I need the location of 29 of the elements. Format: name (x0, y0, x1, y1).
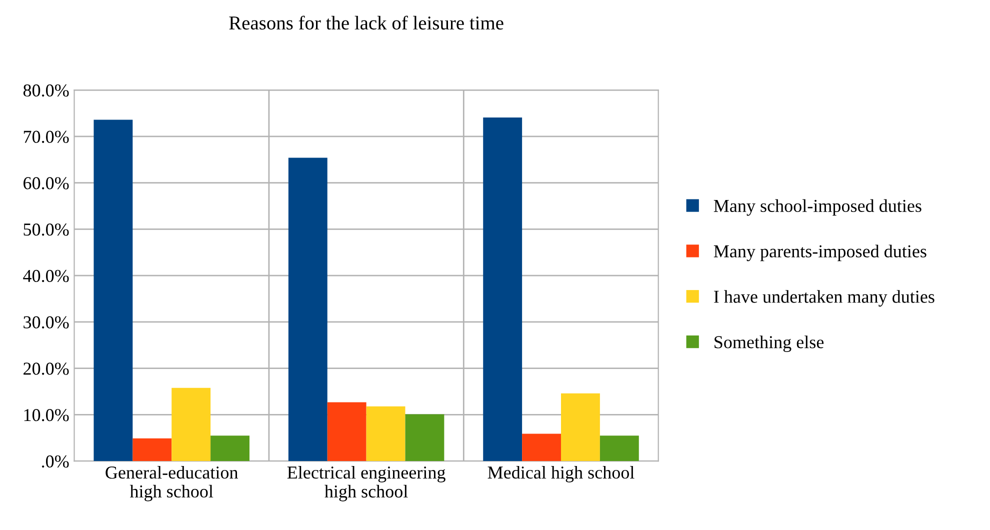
bar (132, 438, 172, 462)
chart-title: Reasons for the lack of leisure time (229, 16, 504, 30)
y-tick-label: 50.0% (24, 223, 69, 236)
y-tick-label: 40.0% (23, 270, 69, 282)
y-tick-label: 10.0% (24, 408, 69, 422)
legend-label: Something else (714, 336, 824, 352)
y-tick-label: 60.0% (24, 177, 69, 190)
y-tick-label: .0% (42, 455, 69, 468)
bar (288, 158, 328, 462)
y-tick-label: 20.0% (24, 362, 69, 375)
legend-label: Many parents-imposed duties (714, 244, 926, 262)
bar (172, 388, 211, 462)
bar (94, 120, 133, 462)
legend-label: I have undertaken many duties (714, 290, 934, 307)
legend-label: Many school-imposed duties (714, 199, 922, 216)
bar (366, 406, 406, 462)
bar (522, 434, 561, 462)
y-tick-label: 70.0% (24, 130, 69, 143)
x-tick-label: Medical high school (488, 466, 634, 482)
bar (210, 436, 250, 462)
y-tick-label: 30.0% (24, 316, 69, 328)
x-tick-label: General-education high school (106, 466, 238, 502)
bar (483, 117, 522, 462)
bar (561, 393, 600, 462)
bar (405, 414, 444, 462)
y-tick-label: 80.0% (23, 84, 69, 97)
bar (600, 436, 639, 462)
bar (327, 402, 366, 462)
x-tick-label: Electrical engineering high school (287, 466, 446, 502)
